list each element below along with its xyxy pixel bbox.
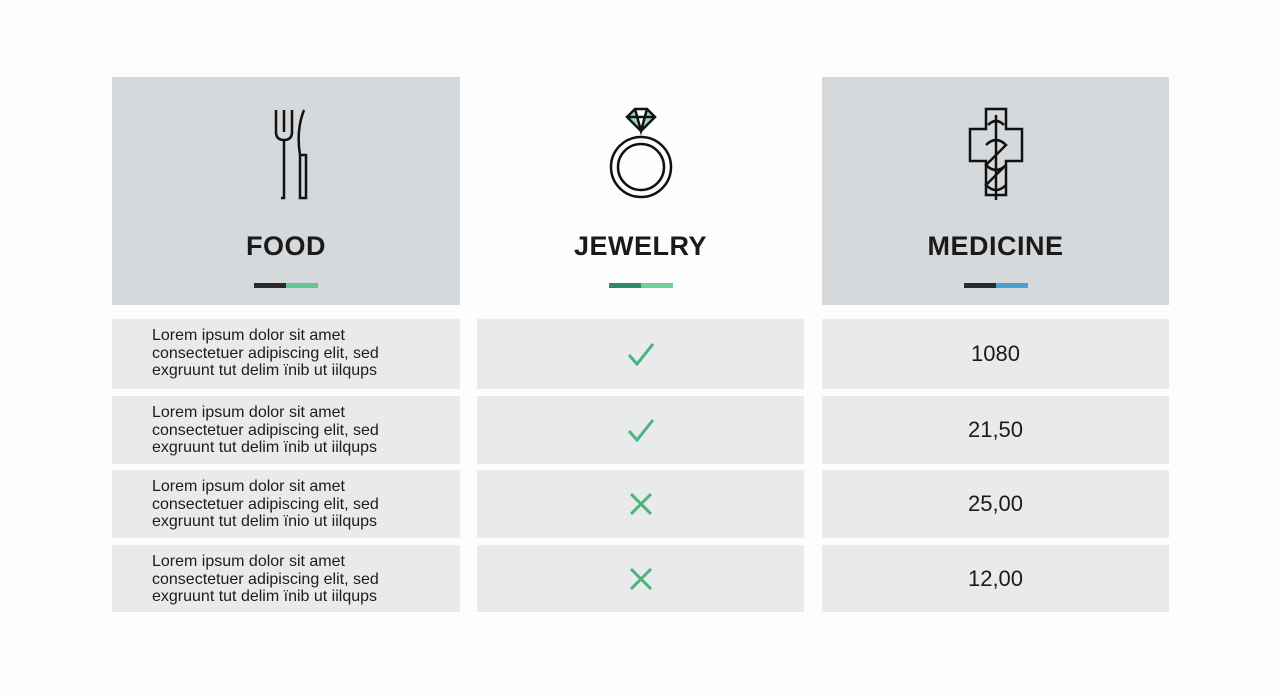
text-line: consectetuer adipiscing elit, sed (152, 344, 379, 362)
status-icon (627, 343, 655, 367)
description: Lorem ipsum dolor sit amet consectetuer a… (112, 319, 460, 380)
status-icon (627, 419, 655, 443)
text-line: exgruunt tut delim ïnib ut iilqups (152, 588, 378, 605)
price: 25,00 (967, 491, 1024, 516)
description: Lorem ipsum dolor sit amet consectetuer a… (112, 545, 460, 606)
status-cell (477, 396, 804, 464)
status-cell (477, 545, 804, 612)
price: 21,50 (967, 417, 1024, 442)
text-line: exgruunt tut delim ïnio ut iilqups (152, 513, 378, 530)
description: Lorem ipsum dolor sit amet consectetuer a… (112, 396, 460, 457)
status-icon (629, 492, 653, 516)
description: Lorem ipsum dolor sit amet consectetuer a… (112, 470, 460, 531)
status-icon (629, 567, 653, 590)
header-food: FOOD (112, 77, 460, 305)
header-jewelry: JEWELRY (477, 77, 804, 305)
check-mark (627, 343, 655, 367)
check-mark (627, 419, 655, 443)
status-cell (477, 470, 804, 538)
text-line: Lorem ipsum dolor sit amet (152, 478, 345, 495)
price-cell: 1080 (822, 319, 1169, 389)
price: 1080 (971, 341, 1020, 366)
text-cell: Lorem ipsum dolor sit amet consectetuer a… (112, 545, 460, 612)
column-title: FOOD (246, 231, 326, 261)
accent-bar (254, 283, 318, 288)
text-line: exgruunt tut delim ïnib ut iilqups (152, 362, 378, 379)
icon-fork-knife (274, 109, 308, 200)
text-line: Lorem ipsum dolor sit amet (152, 327, 345, 344)
icon-ring (609, 107, 672, 199)
text-cell: Lorem ipsum dolor sit amet consectetuer a… (112, 319, 460, 389)
column-title: JEWELRY (573, 231, 707, 261)
price-cell: 25,00 (822, 470, 1169, 538)
icon-medical-cross (968, 107, 1023, 200)
text-line: consectetuer adipiscing elit, sed (152, 421, 379, 439)
status-cell (477, 319, 804, 389)
header-medicine: MEDICINE (822, 77, 1169, 305)
text-line: Lorem ipsum dolor sit amet (152, 404, 345, 421)
column-title: MEDICINE (927, 231, 1064, 261)
cross-mark (629, 567, 653, 590)
text-line: exgruunt tut delim ïnib ut iilqups (152, 439, 378, 456)
price-cell: 12,00 (822, 545, 1169, 612)
accent-bar (963, 283, 1028, 288)
text-cell: Lorem ipsum dolor sit amet consectetuer a… (112, 396, 460, 464)
accent-bar (608, 283, 673, 288)
cross-mark (629, 492, 653, 516)
price: 12,00 (967, 566, 1024, 591)
price-cell: 21,50 (822, 396, 1169, 464)
text-line: consectetuer adipiscing elit, sed (152, 495, 379, 513)
text-line: Lorem ipsum dolor sit amet (152, 553, 345, 570)
text-cell: Lorem ipsum dolor sit amet consectetuer a… (112, 470, 460, 538)
text-line: consectetuer adipiscing elit, sed (152, 570, 379, 588)
